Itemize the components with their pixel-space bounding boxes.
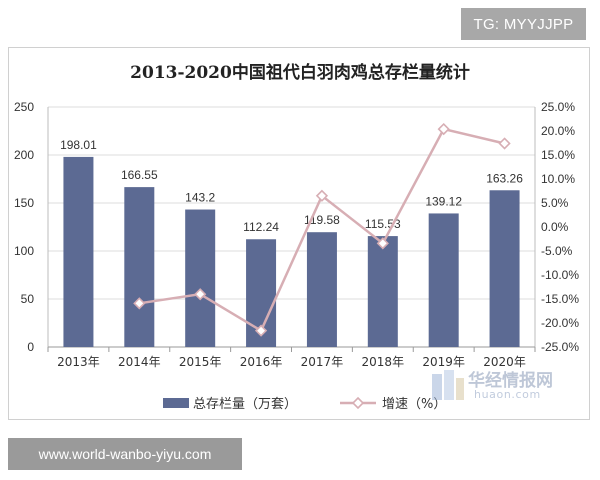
y-right-tick-label: 25.0% [541, 100, 575, 114]
legend-bar-swatch [163, 398, 189, 408]
bar-data-label: 139.12 [425, 194, 462, 208]
x-tick-label: 2019年 [422, 355, 465, 369]
y-right-tick-label: 5.0% [541, 196, 569, 210]
y-right-tick-label: 15.0% [541, 148, 575, 162]
chart-title: 2013-2020中国祖代白羽肉鸡总存栏量统计 [130, 63, 470, 83]
y-right-tick-label: -10.0% [541, 268, 579, 282]
x-tick-label: 2013年 [57, 355, 100, 369]
x-tick-label: 2015年 [179, 355, 222, 369]
growth-point [376, 237, 389, 250]
bar [63, 156, 94, 347]
bar-data-label: 198.01 [60, 138, 97, 152]
growth-point [194, 288, 207, 301]
bar-data-label: 163.26 [486, 171, 523, 185]
y-left-tick-label: 50 [21, 292, 35, 306]
legend-line-marker [351, 396, 365, 410]
x-tick-label: 2017年 [301, 355, 344, 369]
y-right-tick-label: -20.0% [541, 316, 579, 330]
bar-data-label: 112.24 [243, 220, 279, 234]
y-left-tick-label: 150 [14, 196, 34, 210]
y-right-tick-label: 10.0% [541, 172, 575, 186]
growth-point [254, 324, 268, 337]
y-right-tick-label: -15.0% [541, 292, 579, 306]
legend-line-label: 增速（%） [382, 397, 446, 412]
bar [428, 213, 459, 347]
growth-point [437, 122, 450, 136]
watermark-emblem-icon [432, 370, 464, 400]
y-left-tick-label: 250 [14, 100, 34, 114]
bar-data-label: 166.55 [121, 168, 158, 182]
bar-data-label: 143.2 [185, 191, 215, 205]
tg-badge: TG: MYYJJPP [461, 8, 586, 40]
bar [489, 190, 520, 347]
y-right-tick-label: -5.0% [541, 244, 573, 258]
legend-bar-label: 总存栏量（万套） [193, 396, 297, 412]
growth-point [315, 189, 329, 202]
growth-point [498, 137, 511, 150]
y-left-tick-label: 100 [14, 244, 34, 258]
bar [367, 236, 398, 347]
y-left-tick-label: 0 [27, 340, 34, 354]
bar [306, 232, 337, 347]
url-badge: www.world-wanbo-yiyu.com [8, 438, 242, 470]
bar [185, 209, 216, 347]
y-left-tick-label: 200 [14, 148, 34, 162]
growth-point [133, 297, 146, 310]
y-right-tick-label: -25.0% [541, 340, 579, 354]
y-right-tick-label: 0.0% [541, 220, 569, 234]
watermark-cn-text: 华经情报网 [468, 371, 553, 391]
watermark-en-text: huaon.com [474, 388, 541, 401]
watermark-logo: 华经情报网 huaon.com [430, 366, 580, 406]
y-right-tick-label: 20.0% [541, 124, 575, 138]
bar [124, 187, 155, 347]
x-tick-label: 2020年 [483, 355, 526, 369]
x-tick-label: 2014年 [118, 355, 161, 369]
x-tick-label: 2018年 [362, 355, 405, 369]
x-tick-label: 2016年 [240, 355, 283, 369]
